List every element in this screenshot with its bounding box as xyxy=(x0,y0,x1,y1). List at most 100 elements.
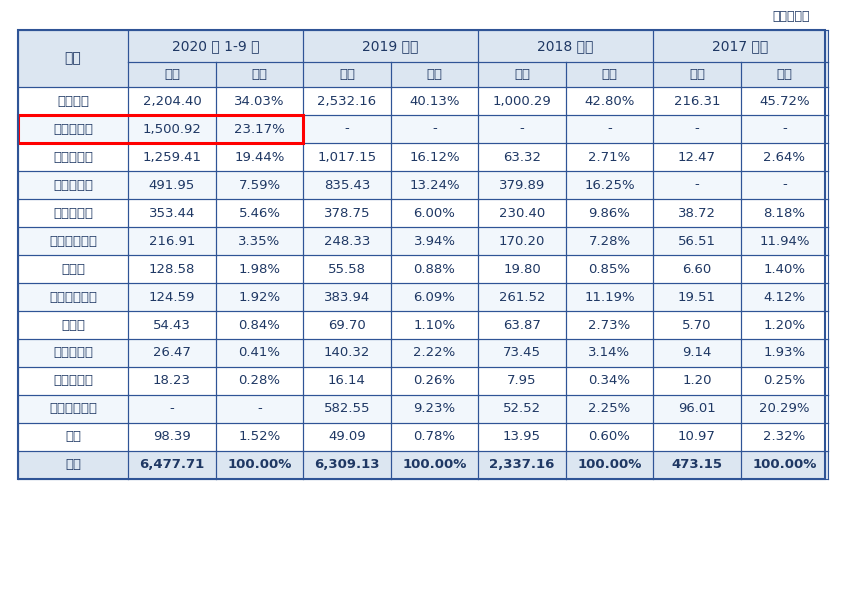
Text: 2,532.16: 2,532.16 xyxy=(318,95,377,108)
Bar xyxy=(216,283,303,311)
Bar xyxy=(741,199,828,227)
Text: -: - xyxy=(345,123,349,136)
Text: 38.72: 38.72 xyxy=(678,206,716,220)
Bar xyxy=(303,423,391,451)
Text: 2019 年度: 2019 年度 xyxy=(362,39,419,53)
Text: 金额: 金额 xyxy=(514,68,530,81)
Text: 0.34%: 0.34% xyxy=(588,374,631,387)
Bar xyxy=(653,339,741,367)
Bar xyxy=(18,199,128,227)
Bar xyxy=(18,311,128,339)
Bar xyxy=(653,171,741,199)
Text: 2.64%: 2.64% xyxy=(764,151,806,164)
Bar xyxy=(18,283,128,311)
Bar xyxy=(478,143,566,171)
Text: 2017 年度: 2017 年度 xyxy=(712,39,769,53)
Text: 5.70: 5.70 xyxy=(682,318,711,331)
Bar xyxy=(566,311,653,339)
Bar xyxy=(391,199,478,227)
Bar xyxy=(478,199,566,227)
Text: 0.60%: 0.60% xyxy=(588,431,631,443)
Bar xyxy=(653,62,741,87)
Bar xyxy=(478,367,566,395)
Bar xyxy=(18,255,128,283)
Bar xyxy=(128,62,216,87)
Text: 170.20: 170.20 xyxy=(499,234,545,248)
Bar xyxy=(128,199,216,227)
Bar xyxy=(303,199,391,227)
Bar xyxy=(566,199,653,227)
Bar xyxy=(216,311,303,339)
Text: 42.80%: 42.80% xyxy=(584,95,635,108)
Text: 100.00%: 100.00% xyxy=(577,459,642,471)
Text: 216.91: 216.91 xyxy=(149,234,196,248)
Bar xyxy=(478,423,566,451)
Bar xyxy=(128,339,216,367)
Text: 16.14: 16.14 xyxy=(328,374,366,387)
Bar xyxy=(18,30,825,479)
Bar xyxy=(128,227,216,255)
Text: -: - xyxy=(782,123,787,136)
Text: 12.47: 12.47 xyxy=(678,151,716,164)
Bar xyxy=(216,367,303,395)
Text: 0.25%: 0.25% xyxy=(764,374,806,387)
Text: 占比: 占比 xyxy=(776,68,792,81)
Text: 63.32: 63.32 xyxy=(503,151,541,164)
Bar xyxy=(566,115,653,143)
Text: 1.92%: 1.92% xyxy=(239,290,281,303)
Text: 8.18%: 8.18% xyxy=(764,206,806,220)
Text: 金额: 金额 xyxy=(339,68,355,81)
Bar xyxy=(128,143,216,171)
Bar xyxy=(478,171,566,199)
Bar xyxy=(478,283,566,311)
Text: 办公费: 办公费 xyxy=(61,318,85,331)
Text: 金额: 金额 xyxy=(689,68,705,81)
Text: 54.43: 54.43 xyxy=(153,318,191,331)
Bar xyxy=(216,395,303,423)
Text: 13.95: 13.95 xyxy=(503,431,541,443)
Text: 18.23: 18.23 xyxy=(153,374,191,387)
Bar xyxy=(303,451,391,479)
Text: 248.33: 248.33 xyxy=(324,234,370,248)
Text: 26.47: 26.47 xyxy=(153,346,191,359)
Text: 9.23%: 9.23% xyxy=(413,402,455,415)
Bar xyxy=(216,62,303,87)
Text: 2.32%: 2.32% xyxy=(764,431,806,443)
Bar xyxy=(216,171,303,199)
Bar xyxy=(653,451,741,479)
Text: 6.60: 6.60 xyxy=(682,262,711,275)
Bar xyxy=(653,115,741,143)
Text: 3.94%: 3.94% xyxy=(414,234,455,248)
Text: -: - xyxy=(695,123,700,136)
Text: 2020 年 1-9 月: 2020 年 1-9 月 xyxy=(172,39,260,53)
Bar xyxy=(478,62,566,87)
Text: 0.41%: 0.41% xyxy=(239,346,281,359)
Text: 11.19%: 11.19% xyxy=(584,290,635,303)
Text: 6.09%: 6.09% xyxy=(414,290,455,303)
Text: 1.93%: 1.93% xyxy=(764,346,806,359)
Bar xyxy=(653,255,741,283)
Bar xyxy=(128,30,303,62)
Text: 0.88%: 0.88% xyxy=(414,262,455,275)
Bar xyxy=(566,367,653,395)
Bar xyxy=(741,395,828,423)
Text: 473.15: 473.15 xyxy=(672,459,722,471)
Bar xyxy=(478,395,566,423)
Bar xyxy=(566,62,653,87)
Bar xyxy=(566,143,653,171)
Bar xyxy=(741,171,828,199)
Text: 383.94: 383.94 xyxy=(324,290,370,303)
Bar xyxy=(478,451,566,479)
Bar xyxy=(391,283,478,311)
Bar xyxy=(216,255,303,283)
Text: 占比: 占比 xyxy=(251,68,267,81)
Bar xyxy=(18,171,128,199)
Bar xyxy=(18,227,128,255)
Bar xyxy=(391,62,478,87)
Text: 1.20%: 1.20% xyxy=(764,318,806,331)
Text: 1,000.29: 1,000.29 xyxy=(492,95,551,108)
Bar xyxy=(18,395,128,423)
Bar xyxy=(128,311,216,339)
Text: 6,309.13: 6,309.13 xyxy=(314,459,379,471)
Text: 合计: 合计 xyxy=(65,459,81,471)
